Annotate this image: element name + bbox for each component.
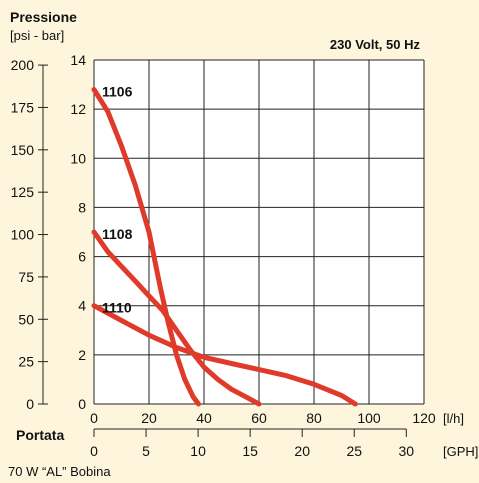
gph-tick-label-6: 30 <box>399 443 415 459</box>
lh-tick-label-4: 80 <box>306 410 322 426</box>
bar-tick-label-3: 6 <box>78 249 86 265</box>
grid <box>93 59 425 405</box>
psi-tick-label-0: 0 <box>26 396 34 412</box>
lh-tick-label-3: 60 <box>251 410 267 426</box>
lh-tick-label-0: 0 <box>90 410 98 426</box>
bar-tick-label-5: 10 <box>70 150 86 166</box>
psi-tick-label-5: 125 <box>11 184 35 200</box>
psi-tick-label-6: 150 <box>11 142 35 158</box>
lh-tick-label-6: 120 <box>412 410 436 426</box>
bar-tick-label-2: 4 <box>78 298 86 314</box>
bar-tick-label-7: 14 <box>70 52 86 68</box>
gph-tick-label-0: 0 <box>90 443 98 459</box>
psi-tick-label-8: 200 <box>11 57 35 73</box>
lh-tick-label-2: 40 <box>196 410 212 426</box>
gph-tick-label-1: 5 <box>142 443 150 459</box>
psi-axis: 0 25 50 75 100 125 150 175 200 <box>11 57 48 412</box>
gph-axis: 0 5 10 15 20 25 30 <box>90 428 415 459</box>
gph-tick-label-5: 25 <box>346 443 362 459</box>
bar-tick-label-4: 8 <box>78 199 86 215</box>
curve-label-1108: 1108 <box>102 226 133 242</box>
gph-tick-label-3: 15 <box>242 443 258 459</box>
gph-tick-label-4: 20 <box>294 443 310 459</box>
x-axis-label: Portata <box>16 427 64 443</box>
footer-note: 70 W “AL” Bobina <box>8 464 111 479</box>
curve-label-1106: 1106 <box>102 83 133 99</box>
curve-1110 <box>91 303 358 407</box>
curve-1106 <box>91 87 201 407</box>
curve-labels: 1106 1108 1110 <box>102 83 133 315</box>
lh-tick-labels: 0 20 40 60 80 100 120 <box>90 410 436 426</box>
psi-tick-label-7: 175 <box>11 99 35 115</box>
chart-title: Pressione <box>10 9 77 25</box>
psi-tick-label-2: 50 <box>18 311 34 327</box>
gph-unit-label: [GPH] <box>443 444 478 459</box>
unit-label: [psi - bar] <box>10 28 64 43</box>
bar-tick-label-0: 0 <box>78 396 86 412</box>
psi-tick-label-3: 75 <box>18 269 34 285</box>
bar-tick-label-1: 2 <box>78 347 86 363</box>
gph-tick-label-2: 10 <box>190 443 206 459</box>
psi-tick-label-4: 100 <box>11 227 35 243</box>
lh-tick-label-5: 100 <box>357 410 381 426</box>
chart-subtitle: 230 Volt, 50 Hz <box>330 37 421 52</box>
curves <box>91 87 358 407</box>
curve-label-1110: 1110 <box>102 300 132 316</box>
bar-tick-label-6: 12 <box>70 101 86 117</box>
bar-tick-labels: 0 2 4 6 8 10 12 14 <box>70 52 86 412</box>
curve-1108 <box>91 229 262 407</box>
lh-tick-label-1: 20 <box>141 410 157 426</box>
lh-unit-label: [l/h] <box>443 411 464 426</box>
psi-tick-label-1: 25 <box>18 354 34 370</box>
